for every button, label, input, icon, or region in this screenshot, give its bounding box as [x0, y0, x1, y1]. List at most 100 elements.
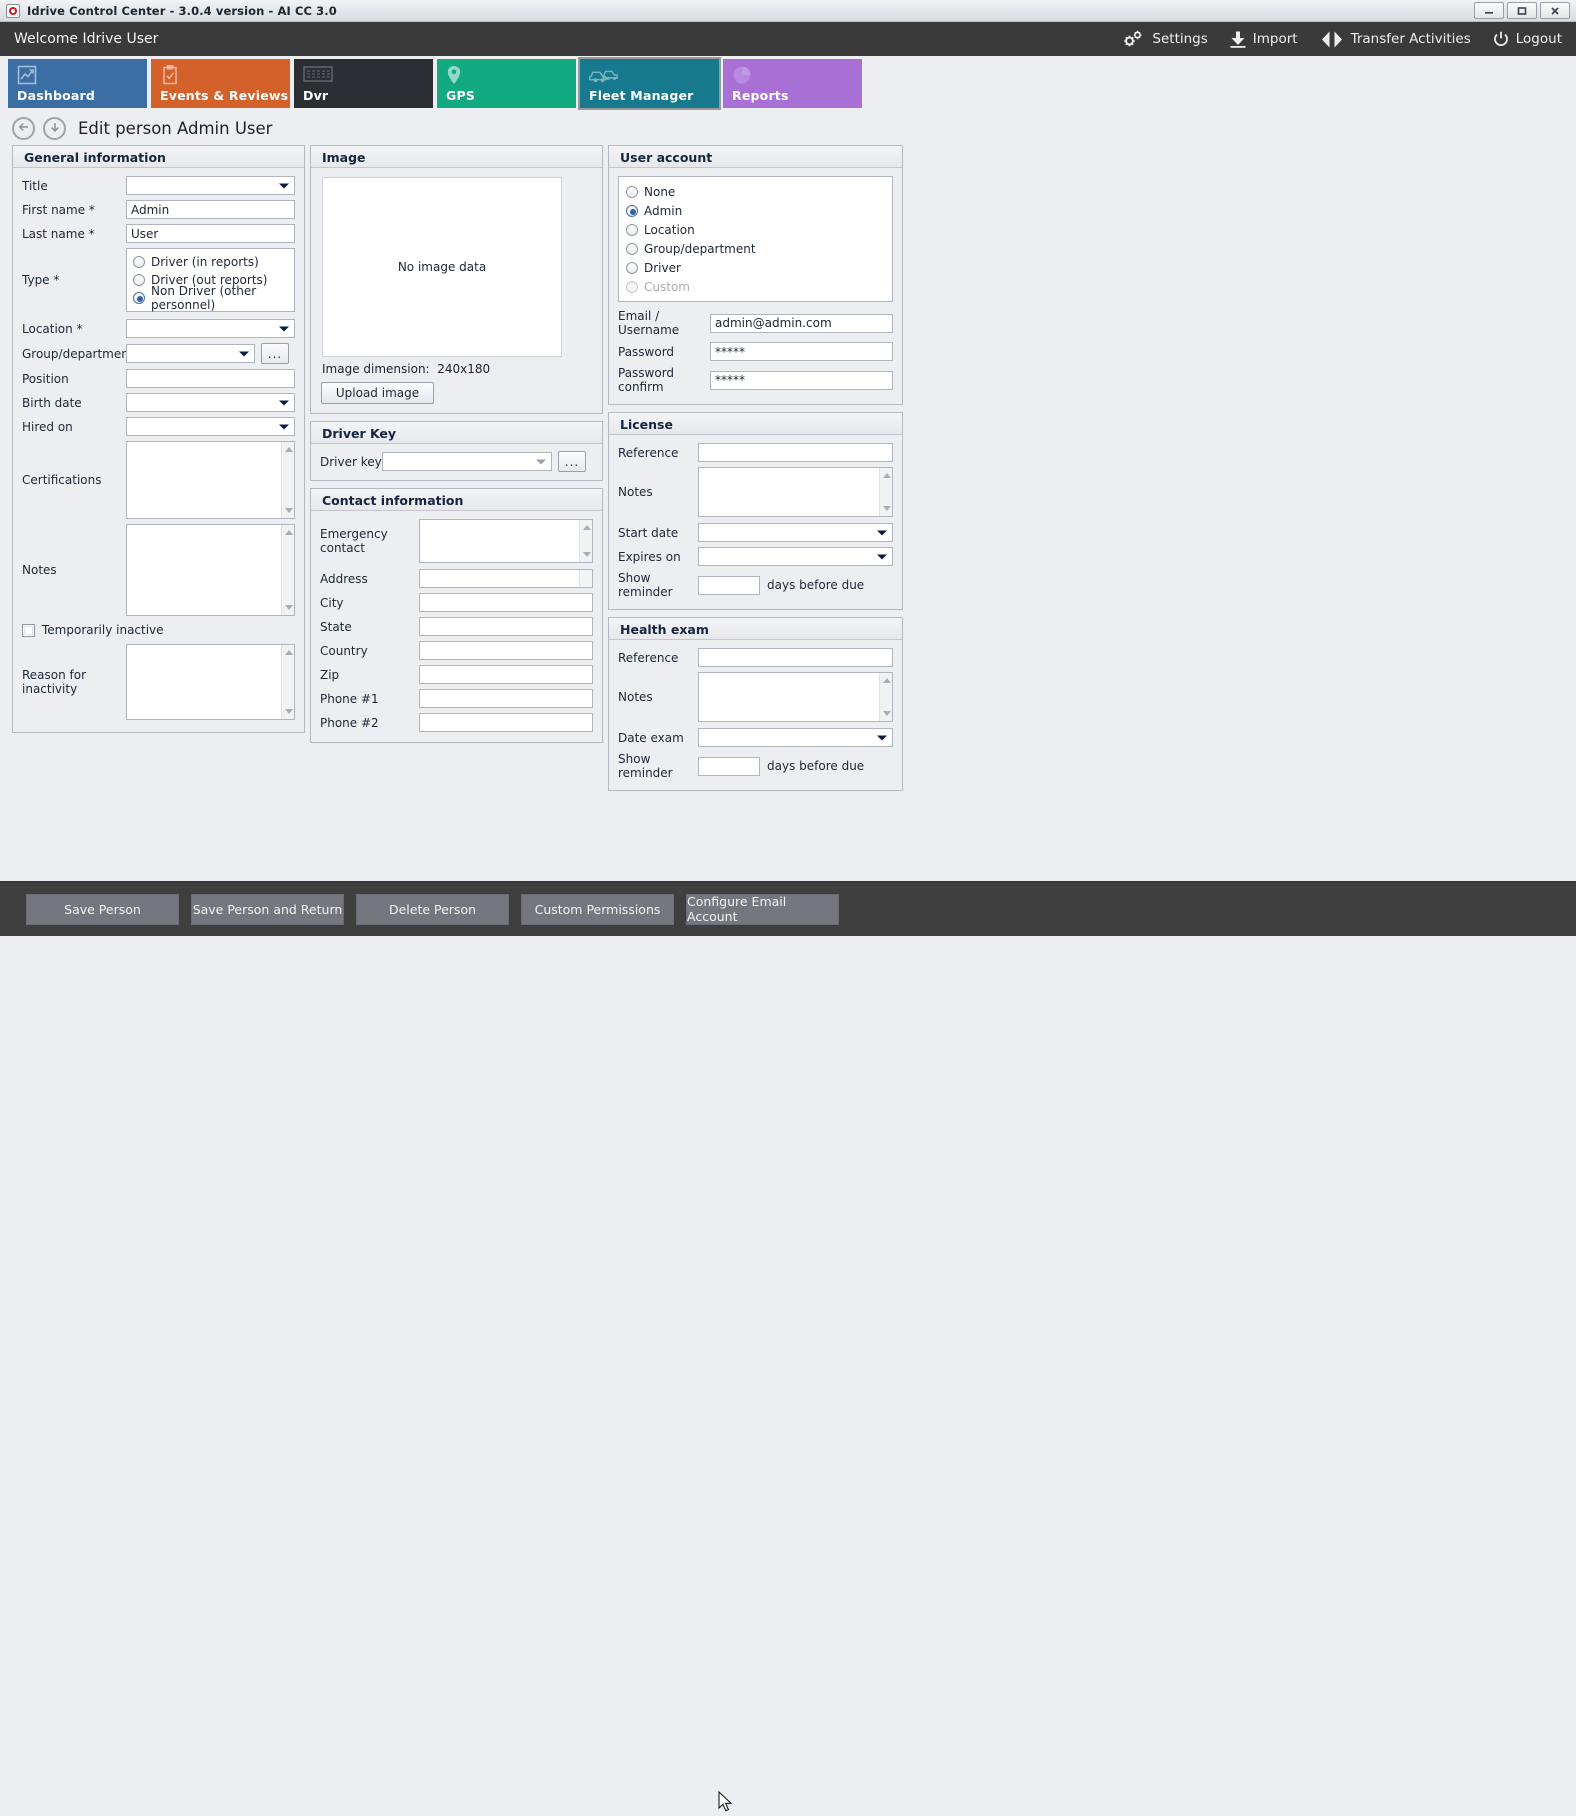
country-input[interactable] — [419, 641, 593, 660]
field-health-notes-row: Notes — [618, 672, 893, 722]
certifications-textarea[interactable] — [126, 441, 295, 519]
pie-chart-icon — [732, 65, 862, 85]
radio-role-driver[interactable]: Driver — [626, 258, 885, 277]
city-input[interactable] — [419, 593, 593, 612]
save-person-and-return-button[interactable]: Save Person and Return — [191, 894, 344, 925]
health-notes-textarea[interactable] — [698, 672, 893, 722]
scrollbar[interactable] — [879, 468, 892, 516]
nav-tab-reports[interactable]: Reports — [723, 59, 862, 108]
scrollbar[interactable] — [281, 442, 294, 518]
radio-role-admin[interactable]: Admin — [626, 201, 885, 220]
title-combo[interactable] — [126, 176, 295, 195]
license-expires-on-combo[interactable] — [698, 547, 893, 566]
header-item-label: Import — [1253, 31, 1298, 47]
reason-for-inactivity-textarea[interactable] — [126, 644, 295, 720]
field-label: Password — [618, 345, 710, 359]
radio-role-none[interactable]: None — [626, 182, 885, 201]
expand-down-button[interactable] — [43, 117, 66, 140]
radio-role-location[interactable]: Location — [626, 220, 885, 239]
position-input[interactable] — [126, 369, 295, 388]
health-reference-input[interactable] — [698, 648, 893, 667]
panel-contact-information: Contact information Emergency contact Ad… — [310, 488, 603, 743]
field-label: Location * — [22, 322, 126, 336]
password-confirm-input[interactable] — [710, 371, 893, 390]
license-start-date-combo[interactable] — [698, 523, 893, 542]
birth-date-combo[interactable] — [126, 393, 295, 412]
header-item-logout[interactable]: Logout — [1493, 31, 1562, 48]
field-label: Show reminder — [618, 571, 698, 599]
health-reminder-input[interactable] — [698, 757, 760, 776]
delete-person-button[interactable]: Delete Person — [356, 894, 509, 925]
nav-tab-gps[interactable]: GPS — [437, 59, 576, 108]
scrollbar[interactable] — [579, 520, 592, 562]
field-phone2-row: Phone #2 — [320, 713, 593, 732]
emergency-contact-textarea[interactable] — [419, 519, 593, 563]
scrollbar[interactable] — [281, 645, 294, 719]
radio-dot-icon — [626, 281, 638, 293]
field-health-reminder-row: Show reminder days before due — [618, 752, 893, 780]
maximize-button[interactable] — [1507, 2, 1537, 19]
nav-tab-fleet-manager[interactable]: Fleet Manager — [580, 59, 719, 108]
radio-label: Driver — [644, 261, 681, 275]
save-person-button[interactable]: Save Person — [26, 894, 179, 925]
image-preview[interactable]: No image data — [322, 177, 562, 357]
field-label: Email / Username — [618, 309, 710, 337]
zip-input[interactable] — [419, 665, 593, 684]
image-placeholder-text: No image data — [398, 260, 486, 274]
phone1-input[interactable] — [419, 689, 593, 708]
arrow-down-circle-icon — [48, 120, 62, 137]
first-name-input[interactable] — [126, 200, 295, 219]
radio-non-driver[interactable]: Non Driver (other personnel) — [133, 289, 288, 307]
field-hired-on-row: Hired on — [22, 417, 295, 436]
group-department-browse-button[interactable]: ... — [261, 343, 289, 364]
state-input[interactable] — [419, 617, 593, 636]
password-input[interactable] — [710, 342, 893, 361]
chevron-down-icon — [877, 735, 887, 740]
field-phone1-row: Phone #1 — [320, 689, 593, 708]
header-item-settings[interactable]: Settings — [1123, 30, 1207, 48]
back-button[interactable] — [12, 117, 35, 140]
upload-image-button[interactable]: Upload image — [321, 382, 434, 404]
field-label: Hired on — [22, 420, 126, 434]
nav-tab-dashboard[interactable]: Dashboard — [8, 59, 147, 108]
group-department-combo[interactable] — [126, 344, 255, 363]
driver-key-combo[interactable] — [382, 452, 552, 471]
custom-permissions-button[interactable]: Custom Permissions — [521, 894, 674, 925]
phone2-input[interactable] — [419, 713, 593, 732]
radio-role-group-department[interactable]: Group/department — [626, 239, 885, 258]
window-title: Idrive Control Center - 3.0.4 version - … — [27, 4, 337, 18]
nav-tab-events-and-reviews[interactable]: Events & Reviews — [151, 59, 290, 108]
health-date-exam-combo[interactable] — [698, 728, 893, 747]
field-temporarily-inactive-row[interactable]: Temporarily inactive — [22, 623, 295, 637]
address-input[interactable] — [419, 569, 593, 588]
license-reminder-input[interactable] — [698, 576, 760, 595]
location-combo[interactable] — [126, 319, 295, 338]
temporarily-inactive-checkbox[interactable] — [22, 624, 35, 637]
scrollbar[interactable] — [281, 525, 294, 615]
map-pin-icon — [446, 65, 576, 85]
radio-label: None — [644, 185, 675, 199]
scroll-down-icon — [285, 709, 293, 714]
license-notes-textarea[interactable] — [698, 467, 893, 517]
scrollbar[interactable] — [879, 673, 892, 721]
header-item-label: Transfer Activities — [1351, 31, 1471, 47]
minimize-button[interactable] — [1474, 2, 1504, 19]
notes-textarea[interactable] — [126, 524, 295, 616]
radio-dot-icon — [626, 243, 638, 255]
close-button[interactable] — [1540, 2, 1570, 19]
last-name-input[interactable] — [126, 224, 295, 243]
email-username-input[interactable] — [710, 314, 893, 333]
app-header-bar: Welcome Idrive User Settings — [0, 22, 1576, 56]
scroll-up-icon — [285, 650, 293, 655]
driver-key-value — [383, 453, 551, 454]
column-general: General information Title First name * L… — [12, 145, 305, 740]
group-department-value — [127, 345, 254, 346]
nav-tab-dvr[interactable]: Dvr — [294, 59, 433, 108]
license-reference-input[interactable] — [698, 443, 893, 462]
header-item-import[interactable]: Import — [1230, 31, 1298, 48]
header-item-transfer-activities[interactable]: Transfer Activities — [1320, 31, 1471, 48]
configure-email-account-button[interactable]: Configure Email Account — [686, 894, 839, 925]
radio-driver-in-reports[interactable]: Driver (in reports) — [133, 253, 288, 271]
hired-on-combo[interactable] — [126, 417, 295, 436]
driver-key-browse-button[interactable]: ... — [558, 451, 586, 472]
